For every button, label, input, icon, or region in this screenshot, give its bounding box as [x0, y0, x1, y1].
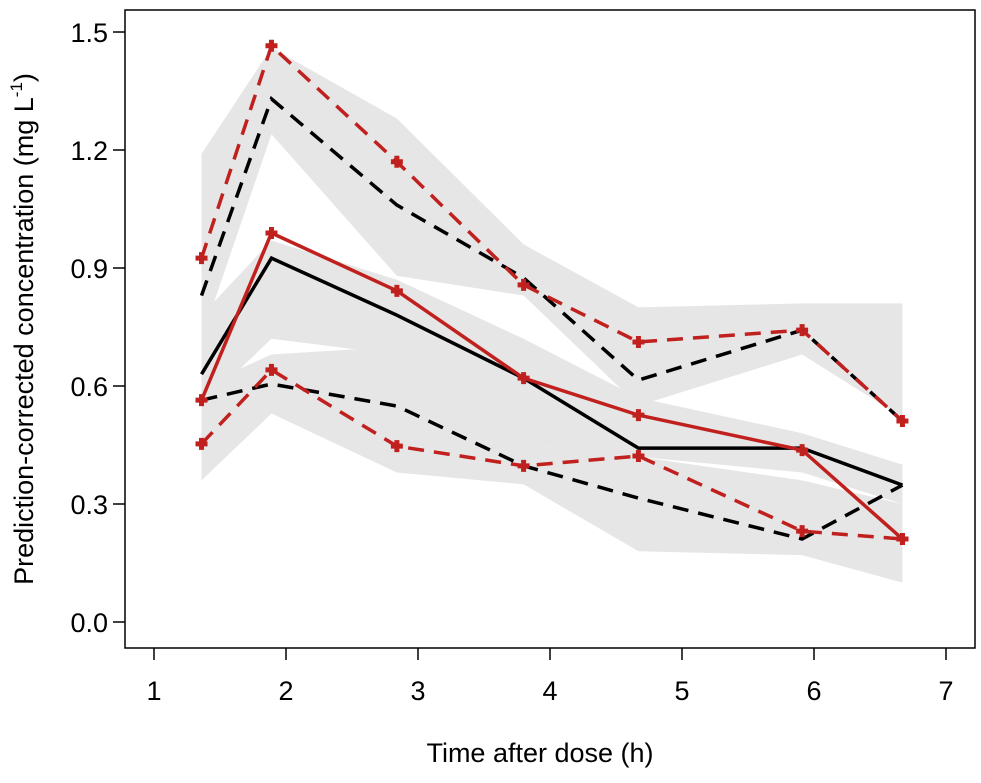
y-tick-label: 0.0 — [70, 608, 108, 638]
point-observed-lower — [195, 437, 208, 450]
x-axis: 1 2 3 4 5 6 7 — [146, 648, 954, 706]
point-observed-upper — [390, 155, 403, 168]
point-observed-lower — [265, 363, 278, 376]
band-upper-percentile-ci — [201, 47, 903, 418]
x-tick-label: 1 — [146, 676, 161, 706]
point-observed-upper — [896, 415, 909, 428]
point-observed-lower — [390, 440, 403, 453]
y-axis: 0.0 0.3 0.6 0.9 1.2 1.5 — [70, 18, 125, 638]
point-observed-median — [517, 372, 530, 385]
point-observed-lower — [517, 459, 530, 472]
x-tick-label: 4 — [542, 676, 557, 706]
point-observed-upper — [632, 335, 645, 348]
point-observed-lower — [632, 450, 645, 463]
point-observed-lower — [796, 525, 809, 538]
point-observed-median — [632, 409, 645, 422]
point-observed-median — [195, 394, 208, 407]
x-tick-label: 5 — [674, 676, 689, 706]
point-observed-lower — [896, 533, 909, 546]
point-observed-median — [796, 444, 809, 457]
y-tick-label: 0.3 — [70, 490, 108, 520]
y-tick-label: 0.9 — [70, 254, 108, 284]
x-tick-label: 6 — [806, 676, 821, 706]
x-axis-label: Time after dose (h) — [426, 738, 653, 768]
point-observed-upper — [195, 252, 208, 265]
x-tick-label: 7 — [938, 676, 953, 706]
y-tick-label: 1.2 — [70, 136, 108, 166]
series-lines — [195, 39, 909, 546]
point-observed-median — [265, 226, 278, 239]
point-observed-upper — [796, 324, 809, 337]
x-tick-label: 2 — [278, 676, 293, 706]
x-tick-label: 3 — [410, 676, 425, 706]
y-tick-label: 1.5 — [70, 18, 108, 48]
y-axis-label: Prediction-corrected concentration (mg L… — [7, 73, 39, 585]
y-tick-label: 0.6 — [70, 372, 108, 402]
point-observed-median — [390, 284, 403, 297]
point-observed-upper — [517, 278, 530, 291]
confidence-bands — [201, 47, 903, 583]
point-observed-upper — [265, 39, 278, 52]
